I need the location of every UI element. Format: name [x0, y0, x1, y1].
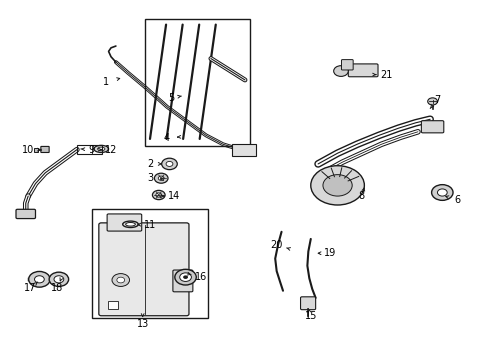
Text: 21: 21 — [380, 69, 392, 80]
Ellipse shape — [125, 222, 135, 226]
FancyBboxPatch shape — [99, 223, 189, 316]
Text: 12: 12 — [105, 145, 117, 155]
Circle shape — [34, 276, 44, 283]
Circle shape — [152, 190, 165, 200]
Bar — [108, 301, 118, 309]
Circle shape — [334, 66, 348, 76]
Text: 4: 4 — [164, 133, 170, 143]
Text: 9: 9 — [89, 145, 95, 155]
Text: 3: 3 — [147, 173, 153, 183]
FancyBboxPatch shape — [300, 297, 316, 310]
Text: 15: 15 — [305, 311, 317, 321]
Text: 8: 8 — [359, 191, 365, 201]
Circle shape — [175, 269, 196, 285]
Circle shape — [156, 193, 162, 197]
Ellipse shape — [98, 147, 105, 151]
Circle shape — [162, 158, 177, 170]
Text: 1: 1 — [103, 77, 109, 87]
FancyBboxPatch shape — [41, 147, 49, 153]
Bar — [145, 19, 250, 146]
Text: 19: 19 — [324, 248, 337, 258]
Text: 10: 10 — [22, 145, 34, 155]
Circle shape — [158, 176, 164, 180]
Circle shape — [49, 272, 69, 287]
Circle shape — [112, 274, 129, 287]
Text: 13: 13 — [137, 319, 149, 329]
Circle shape — [432, 185, 453, 201]
Circle shape — [166, 161, 173, 166]
FancyBboxPatch shape — [16, 209, 35, 219]
Circle shape — [180, 273, 192, 282]
Text: 14: 14 — [168, 191, 180, 201]
Text: 5: 5 — [168, 93, 174, 103]
Text: 7: 7 — [434, 95, 441, 105]
Circle shape — [323, 175, 352, 196]
FancyBboxPatch shape — [342, 60, 353, 70]
Circle shape — [438, 189, 447, 196]
Circle shape — [183, 275, 188, 279]
Text: 20: 20 — [270, 240, 283, 250]
Circle shape — [311, 166, 365, 205]
Circle shape — [29, 271, 50, 287]
FancyBboxPatch shape — [232, 144, 256, 157]
FancyBboxPatch shape — [348, 64, 378, 77]
Circle shape — [428, 98, 438, 105]
Text: 17: 17 — [24, 283, 37, 293]
Bar — [77, 145, 102, 154]
Text: 11: 11 — [144, 220, 156, 230]
Circle shape — [154, 173, 168, 183]
FancyBboxPatch shape — [421, 121, 444, 133]
Circle shape — [117, 277, 124, 283]
Text: 18: 18 — [51, 283, 64, 293]
Text: 2: 2 — [147, 159, 153, 169]
Text: 16: 16 — [195, 272, 207, 282]
FancyBboxPatch shape — [173, 270, 193, 292]
Text: 6: 6 — [454, 195, 460, 204]
Circle shape — [54, 276, 64, 283]
Bar — [92, 208, 208, 318]
FancyBboxPatch shape — [107, 214, 142, 231]
Ellipse shape — [94, 145, 109, 153]
